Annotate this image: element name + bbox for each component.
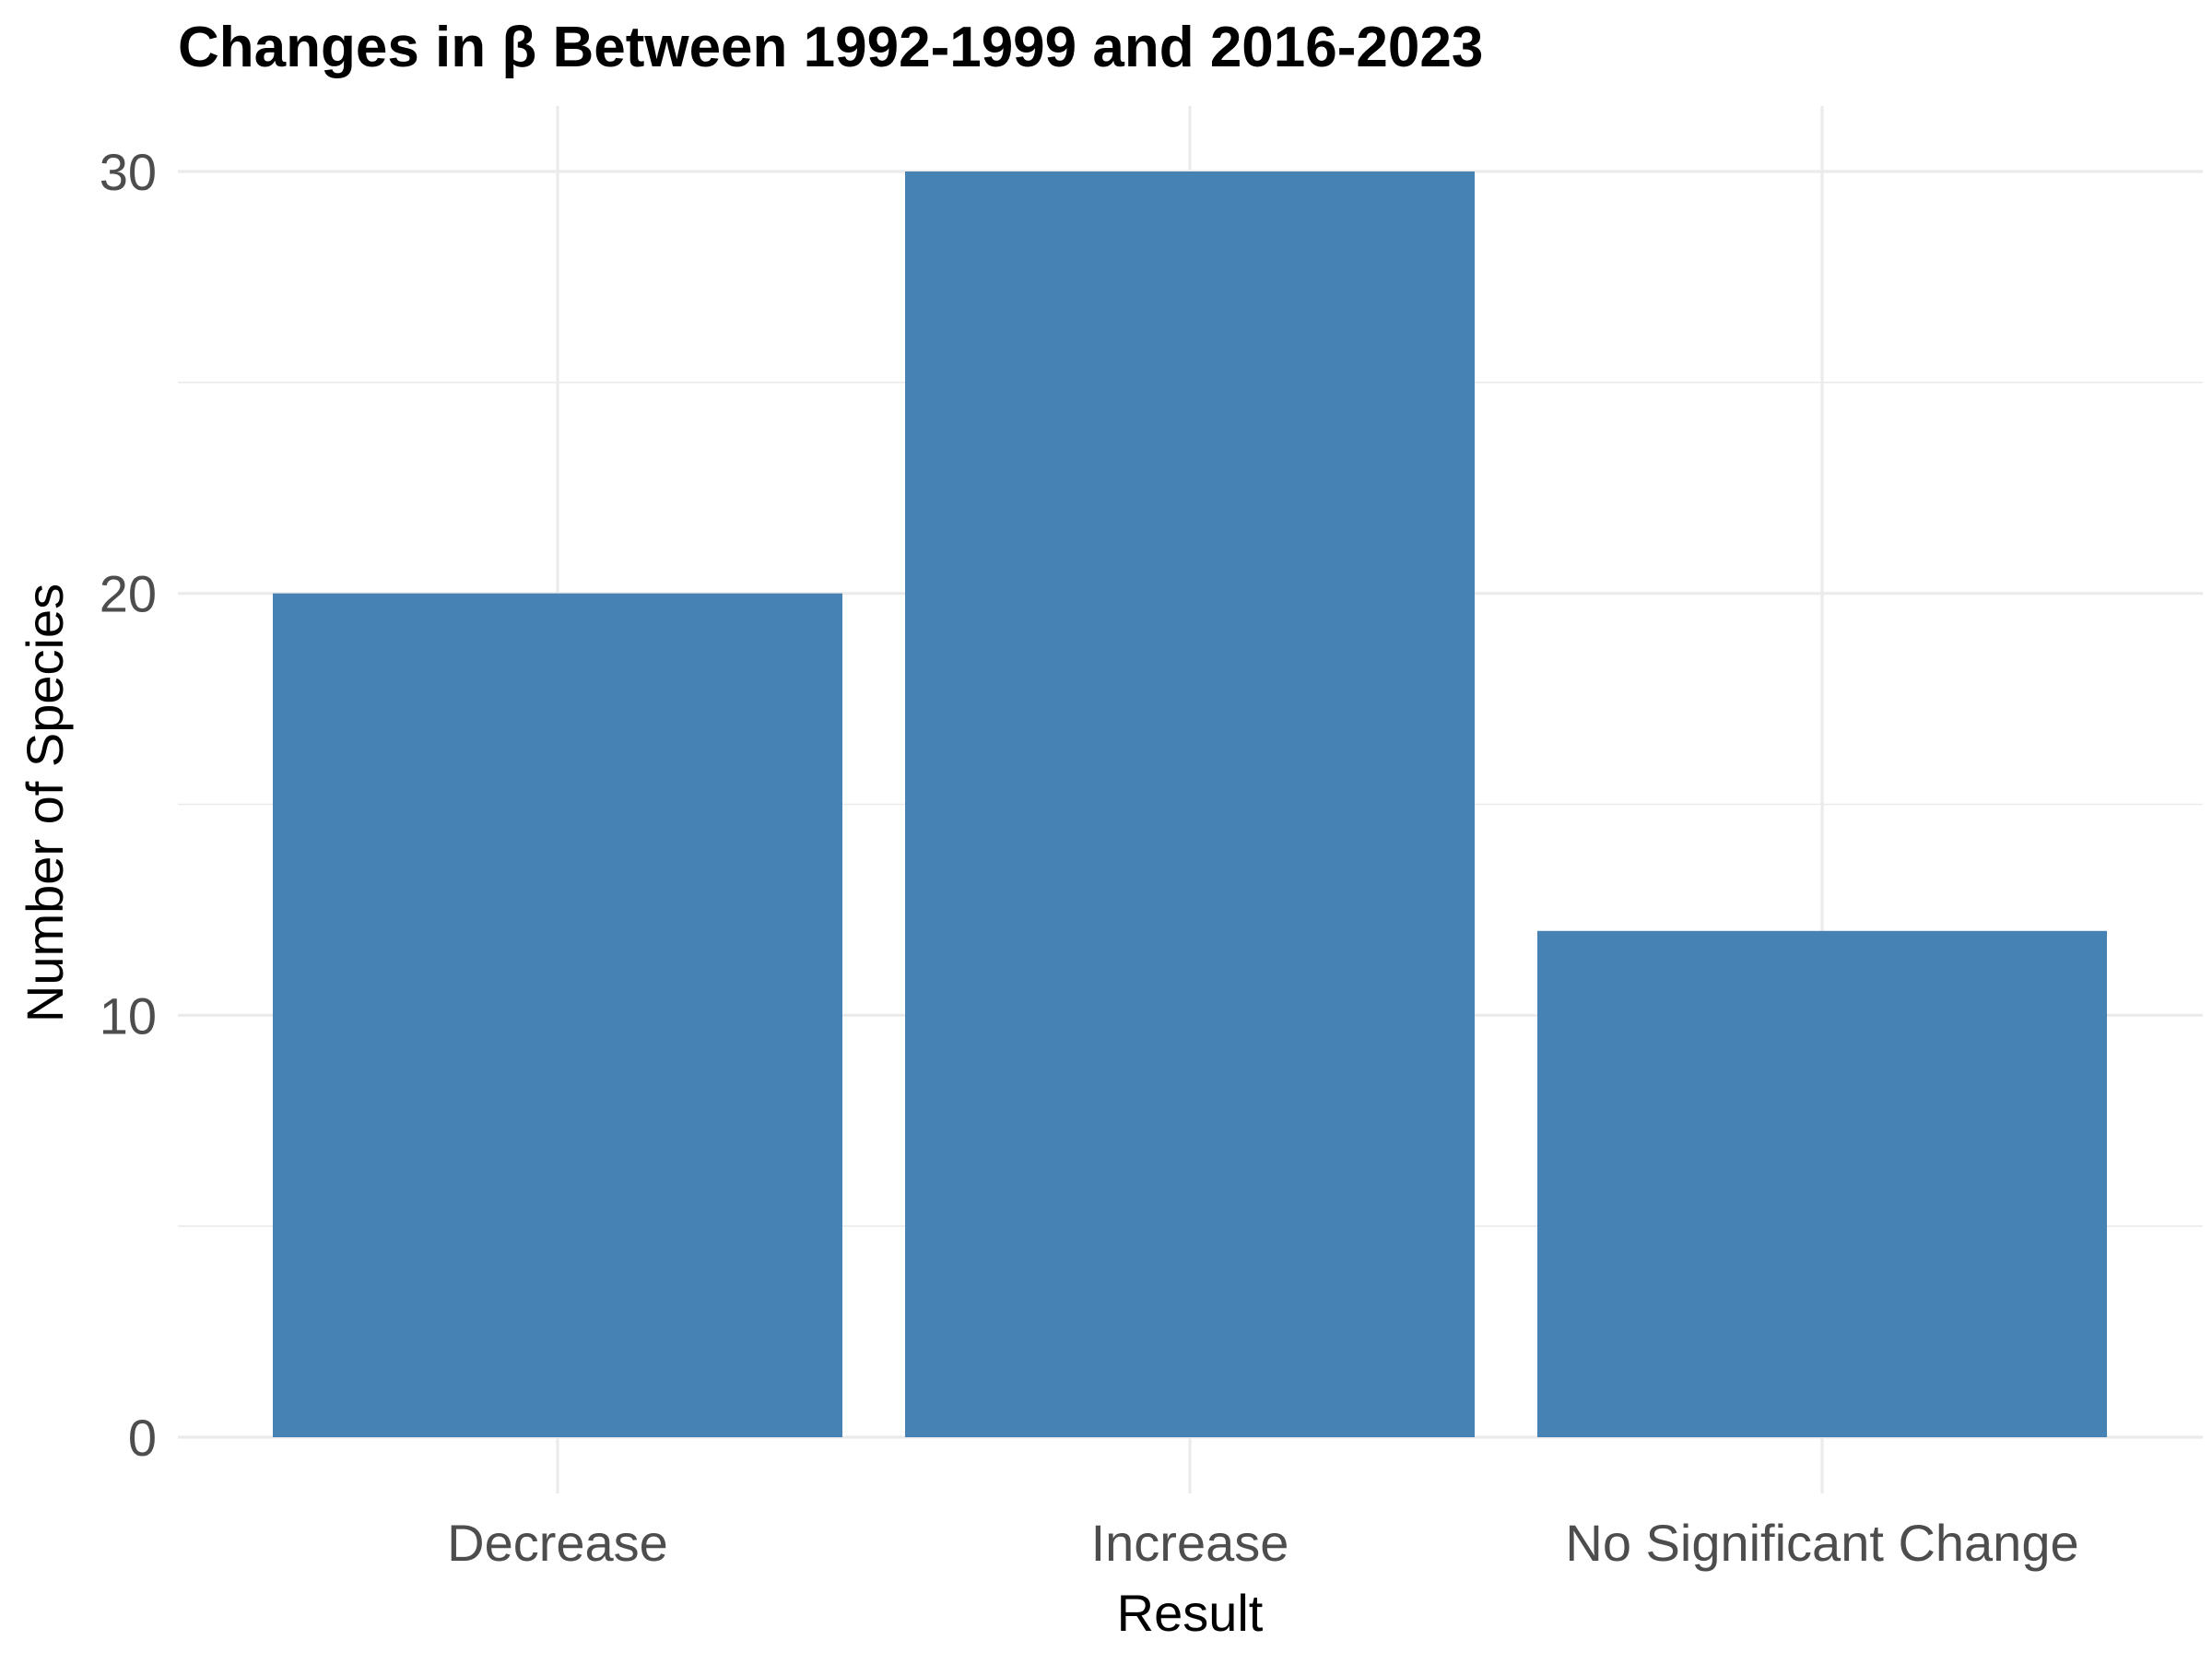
- chart-title: Changes in β Between 1992-1999 and 2016-…: [178, 16, 1483, 79]
- bar-layer: [273, 171, 2107, 1437]
- x-tick-label: No Significant Change: [1565, 1514, 2078, 1572]
- y-tick-label: 30: [100, 143, 157, 201]
- bar-increase: [905, 171, 1475, 1437]
- y-tick-label: 0: [128, 1409, 157, 1467]
- label-layer: 0 10 20 30 Decrease Increase No Significant Ch…: [100, 143, 2079, 1572]
- y-tick-label: 10: [100, 986, 157, 1044]
- bar-decrease: [273, 593, 842, 1437]
- bar-no-significant-change: [1537, 930, 2107, 1437]
- x-tick-label: Decrease: [447, 1514, 668, 1572]
- y-tick-label: 20: [100, 565, 157, 623]
- y-axis-title: Number of Species: [16, 584, 74, 1022]
- x-tick-label: Increase: [1091, 1514, 1289, 1572]
- x-axis-title: Result: [1117, 1584, 1264, 1642]
